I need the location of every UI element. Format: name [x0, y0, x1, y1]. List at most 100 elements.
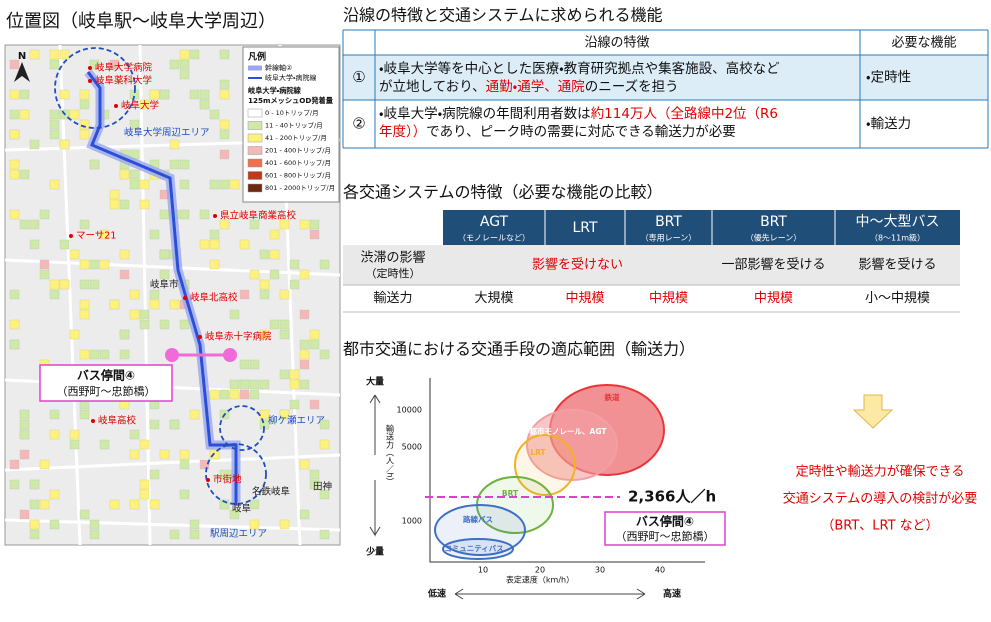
od-cell	[219, 499, 230, 510]
od-cell	[319, 489, 330, 500]
od-cell	[209, 179, 220, 190]
od-cell	[9, 319, 20, 330]
legend-label: 601 - 800トリップ/月	[265, 172, 331, 180]
section-subtitle: （西野町～忠節橋）	[616, 529, 715, 543]
od-cell	[219, 469, 230, 480]
od-cell	[319, 439, 330, 450]
row-bg	[343, 245, 960, 285]
section-title: バス停間④	[636, 514, 694, 529]
od-cell	[19, 169, 30, 180]
od-cell	[179, 179, 190, 190]
od-cell	[259, 249, 270, 260]
od-cell	[129, 119, 140, 130]
od-cell	[119, 329, 130, 340]
column-note: （8～11m級）	[870, 233, 925, 243]
od-cell	[199, 89, 210, 100]
y-axis-label: 輸送力（人／h）	[386, 424, 395, 486]
od-cell	[149, 229, 160, 240]
od-cell	[199, 239, 210, 250]
od-cell	[89, 529, 100, 540]
od-cell	[99, 259, 110, 270]
od-cell	[159, 209, 170, 220]
od-cell	[279, 369, 290, 380]
od-cell	[219, 119, 230, 130]
text-segment: ・岐阜大学・病院線の年間利用者数は	[379, 105, 591, 122]
od-cell	[9, 89, 20, 100]
y-high: 大量	[366, 376, 384, 388]
legend-subtitle: 岐阜大学・病院線	[248, 86, 302, 95]
legend-swatch	[247, 108, 263, 118]
legend-label: 801 - 2000トリップ/月	[265, 184, 335, 192]
od-cell	[129, 179, 140, 190]
od-cell	[39, 259, 50, 270]
column-header: AGT	[480, 214, 509, 230]
legend-label: 岐阜大学・病院線	[265, 73, 316, 82]
od-cell	[9, 59, 20, 70]
od-cell	[299, 359, 310, 370]
od-cell	[219, 149, 230, 160]
od-cell	[49, 519, 60, 530]
road	[138, 44, 152, 546]
text-segment: 年度））	[379, 124, 426, 140]
row-function: ・定時性	[866, 70, 911, 86]
cell-text: 中規模	[649, 291, 688, 306]
od-cell	[129, 289, 140, 300]
place-label: 岐阜大学病院	[95, 62, 153, 74]
section-subtitle: （西野町～忠節橋）	[57, 384, 156, 398]
od-cell	[209, 109, 220, 120]
od-cell	[119, 349, 130, 360]
od-cell	[179, 59, 190, 70]
od-cell	[79, 129, 90, 140]
od-cell	[219, 389, 230, 400]
od-cell	[79, 349, 90, 360]
od-cell	[169, 139, 180, 150]
od-cell	[49, 129, 60, 140]
column-note: （優先レーン）	[746, 233, 802, 243]
row-text: ・岐阜大学・病院線の年間利用者数は約114万人（全路線中2位（R6	[379, 105, 778, 122]
od-cell	[309, 399, 320, 410]
table-title: 各交通システムの特徴（必要な機能の比較）	[343, 183, 663, 202]
header-row	[343, 30, 988, 55]
od-cell	[109, 299, 120, 310]
place-label: 田神	[313, 481, 332, 493]
diagram-title: 都市交通における交通手段の適応範囲（輸送力）	[343, 340, 695, 359]
od-cell	[29, 499, 40, 510]
od-cell	[179, 209, 190, 220]
row-note: （定時性）	[366, 266, 421, 280]
place-label: 岐阜大学周辺エリア	[124, 127, 210, 139]
od-cell	[219, 179, 230, 190]
od-cell	[19, 219, 30, 230]
place-dot	[206, 478, 210, 482]
legend-label: 11 - 40トリップ/月	[265, 122, 323, 130]
od-cell	[199, 209, 210, 220]
place-dot	[183, 296, 187, 300]
conclusion-text: （BRT、LRT など）	[821, 519, 938, 534]
od-cell	[199, 459, 210, 470]
area-circle	[54, 47, 136, 129]
od-cell	[319, 259, 330, 270]
od-cell	[89, 59, 100, 70]
od-cell	[89, 159, 100, 170]
od-cell	[239, 289, 250, 300]
bus-route	[86, 71, 238, 505]
od-cell	[109, 199, 120, 210]
conclusion-text: 定時性や輸送力が確保できる	[796, 464, 965, 480]
od-cell	[69, 249, 80, 260]
od-cell	[259, 279, 270, 290]
od-cell	[9, 289, 20, 300]
od-cell	[189, 529, 200, 540]
header-row	[443, 210, 960, 245]
od-cell	[259, 289, 270, 300]
od-cell	[49, 109, 60, 120]
od-cell	[99, 439, 110, 450]
od-cell	[79, 89, 90, 100]
column-header: LRT	[572, 220, 598, 236]
place-label: 県立岐阜商業高校	[220, 210, 297, 222]
od-cell	[149, 89, 160, 100]
mode-label: 鉄道	[604, 392, 620, 402]
od-cell	[179, 459, 190, 470]
od-cell	[309, 229, 320, 240]
od-cell	[9, 209, 20, 220]
row-number: ②	[352, 115, 365, 133]
